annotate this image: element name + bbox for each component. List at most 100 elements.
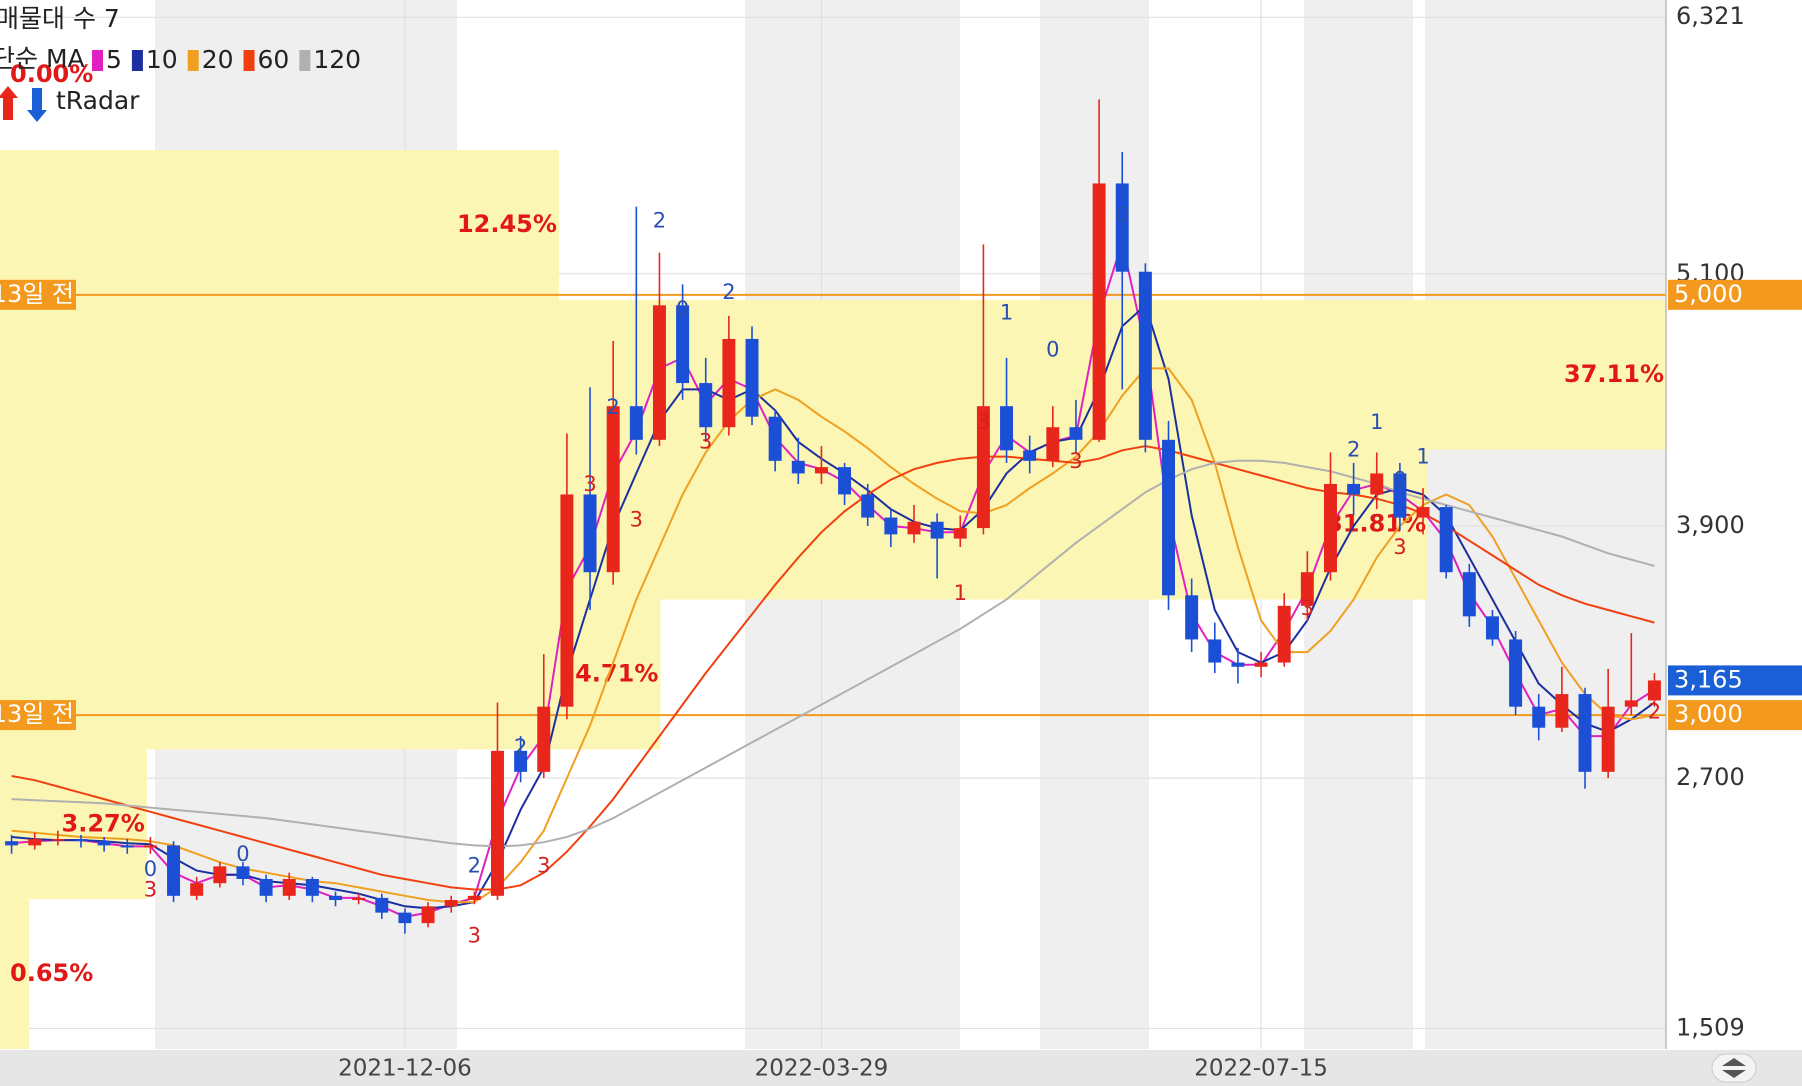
signal-label: 1 — [1000, 301, 1013, 325]
shade-band — [1425, 0, 1666, 1049]
candle-body — [652, 305, 666, 440]
volume-bar — [0, 749, 147, 900]
last-price: 3,165 — [1674, 665, 1743, 693]
legend-swatch — [187, 50, 199, 71]
candle-body — [814, 467, 828, 474]
y-tick-label: 6,321 — [1676, 2, 1745, 30]
candle-body — [606, 406, 620, 573]
candle-body — [1462, 572, 1476, 617]
signal-label: 3 — [977, 410, 990, 434]
scroll-icon[interactable] — [1711, 1053, 1757, 1083]
candle-body — [1601, 706, 1615, 772]
volume-label: 3.27% — [62, 809, 145, 837]
x-tick-label: 2021-12-06 — [338, 1056, 472, 1082]
candle-body — [467, 895, 481, 901]
ma-line — [11, 445, 1655, 891]
candle-body — [74, 839, 88, 842]
volume-profile: 0.65%3.27%14.71%31.81%37.11%12.45%0.00% — [0, 60, 1666, 1049]
candle-body — [5, 841, 19, 846]
signal-label: 0 — [1046, 338, 1059, 362]
legend-label: 20 — [202, 45, 234, 74]
signal-label: 2 — [606, 395, 619, 419]
candle-body — [1555, 694, 1569, 728]
candle-body — [514, 750, 528, 772]
candle-body — [352, 897, 366, 901]
candle-body — [143, 845, 157, 848]
candle-body — [953, 528, 967, 539]
candle-body — [190, 883, 204, 896]
x-tick-label: 2022-03-29 — [755, 1056, 889, 1082]
candle-body — [1300, 572, 1314, 606]
candle-body — [907, 521, 921, 535]
candle-body — [1092, 183, 1106, 440]
signal-label: 1 — [1416, 444, 1429, 468]
candle-body — [213, 866, 227, 884]
candle-body — [120, 845, 134, 848]
level-price-box — [1668, 279, 1802, 310]
level-note: 13일 전 — [0, 700, 74, 728]
signal-label: 2 — [653, 209, 666, 233]
candle-body — [1624, 700, 1638, 707]
legend-label: 5 — [106, 45, 122, 74]
candle-body — [398, 912, 412, 924]
candle-body — [745, 338, 759, 417]
candle-body — [676, 305, 690, 384]
candle-body — [282, 878, 296, 896]
scroll-button[interactable] — [1711, 1053, 1757, 1083]
candles — [5, 99, 1661, 934]
candle-body — [1370, 473, 1384, 495]
volume-bar — [0, 899, 30, 1049]
volume-label: 0.00% — [10, 60, 93, 88]
candle-body — [28, 839, 42, 846]
x-axis-panel — [0, 1050, 1802, 1086]
candle-body — [97, 841, 111, 846]
candle-body — [1023, 450, 1037, 461]
candle-body — [1509, 639, 1523, 707]
candle-body — [1185, 595, 1199, 640]
signal-label: 2 — [1648, 699, 1661, 723]
candle-body — [1439, 507, 1453, 573]
volume-label: 37.11% — [1564, 360, 1664, 388]
candle-body — [1347, 483, 1361, 495]
signal-label: 2 — [468, 853, 481, 877]
level-price: 3,000 — [1674, 700, 1743, 728]
legend-label: 120 — [313, 45, 361, 74]
legend-swatch — [243, 50, 255, 71]
y-tick-label: 2,700 — [1676, 763, 1745, 791]
signal-label: 2 — [514, 735, 527, 759]
signal-label: 3 — [1301, 596, 1314, 620]
signal-label: 3 — [468, 923, 481, 947]
x-tick-label: 2022-07-15 — [1194, 1056, 1328, 1082]
volume-bar — [0, 299, 1666, 450]
candle-body — [976, 406, 990, 529]
y-axis-panel — [1666, 0, 1802, 1049]
signal-label: 3 — [1393, 535, 1406, 559]
signal-label: 0 — [676, 297, 689, 321]
candle-body — [884, 517, 898, 535]
candle-body — [421, 906, 435, 924]
signal-label: 3 — [144, 878, 157, 902]
candle-body — [305, 878, 319, 896]
signal-label: 0 — [1116, 203, 1129, 227]
levels: 13일 전 13일 전 — [0, 279, 1666, 731]
legend-label: 60 — [258, 45, 290, 74]
candle-body — [1277, 605, 1291, 663]
candle-body — [791, 460, 805, 474]
candle-body — [491, 750, 504, 896]
last-price-box — [1668, 665, 1802, 696]
candle-body — [560, 494, 574, 707]
candle-body — [583, 494, 597, 573]
signal-label: 3 — [537, 853, 550, 877]
y-tick-label: 3,900 — [1676, 511, 1745, 539]
legend-swatch — [131, 50, 143, 71]
candle-body — [1069, 427, 1083, 440]
up-arrow-icon — [0, 86, 18, 120]
signal-label: 3 — [630, 508, 643, 532]
level-note: 13일 전 — [0, 280, 74, 308]
y-tick-label: 1,509 — [1676, 1013, 1745, 1041]
ma-line — [11, 367, 1655, 904]
candle-body — [1208, 639, 1222, 663]
